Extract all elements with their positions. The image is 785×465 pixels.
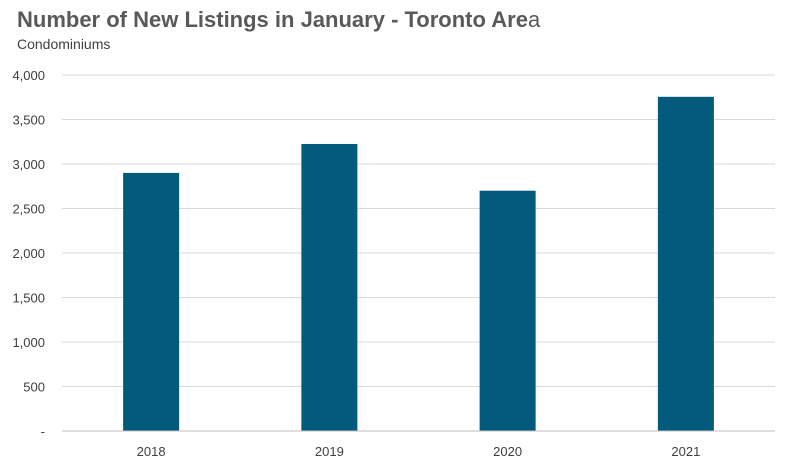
chart-title: Number of New Listings in January - Toro…	[17, 7, 540, 33]
y-tick-label: 2,000	[12, 246, 45, 261]
y-tick-label: 1,000	[12, 335, 45, 350]
chart-title-tail: a	[527, 7, 541, 32]
x-tick-label: 2018	[137, 444, 166, 459]
y-tick-label: 2,500	[12, 202, 45, 217]
chart-subtitle: Condominiums	[17, 36, 111, 52]
x-tick-label: 2019	[315, 444, 344, 459]
y-tick-label: 4,000	[12, 68, 45, 83]
x-tick-label: 2021	[671, 444, 700, 459]
bar-2018	[123, 172, 180, 431]
y-tick-label: 3,500	[12, 113, 45, 128]
x-tick-label: 2020	[493, 444, 522, 459]
bar-2019	[301, 143, 358, 431]
bar-2021	[657, 96, 714, 432]
bar-2020	[479, 190, 536, 431]
y-tick-label: 1,500	[12, 291, 45, 306]
y-tick-label: 3,000	[12, 157, 45, 172]
y-tick-label: -	[41, 424, 45, 439]
chart-title-main: Number of New Listings in January - Toro…	[17, 7, 528, 32]
y-tick-label: 500	[23, 380, 45, 395]
